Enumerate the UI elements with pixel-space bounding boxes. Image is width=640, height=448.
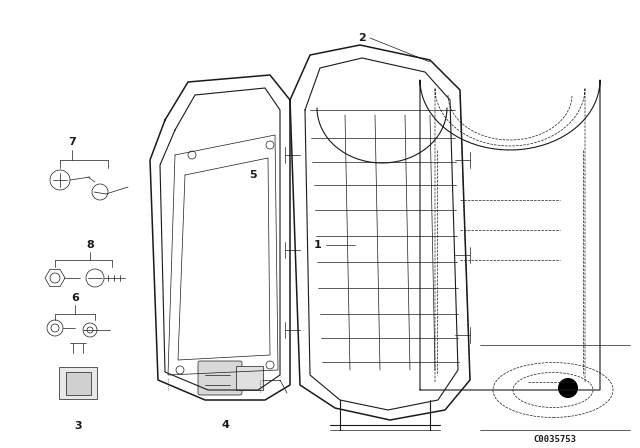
Ellipse shape (513, 372, 593, 408)
Text: 8: 8 (86, 240, 94, 250)
Text: 3: 3 (74, 421, 82, 431)
Circle shape (86, 269, 104, 287)
FancyBboxPatch shape (198, 361, 242, 395)
Circle shape (50, 170, 70, 190)
Ellipse shape (493, 362, 613, 418)
Text: 7: 7 (68, 137, 76, 147)
Circle shape (92, 184, 108, 200)
FancyBboxPatch shape (236, 366, 263, 390)
Text: C0035753: C0035753 (534, 435, 577, 444)
Text: 1: 1 (314, 240, 322, 250)
Text: 5: 5 (249, 170, 257, 180)
FancyBboxPatch shape (65, 371, 90, 395)
Text: 6: 6 (71, 293, 79, 303)
Circle shape (558, 378, 578, 398)
Text: 4: 4 (221, 420, 229, 430)
Circle shape (83, 323, 97, 337)
FancyBboxPatch shape (59, 367, 97, 399)
Text: 2: 2 (358, 33, 366, 43)
Circle shape (47, 320, 63, 336)
